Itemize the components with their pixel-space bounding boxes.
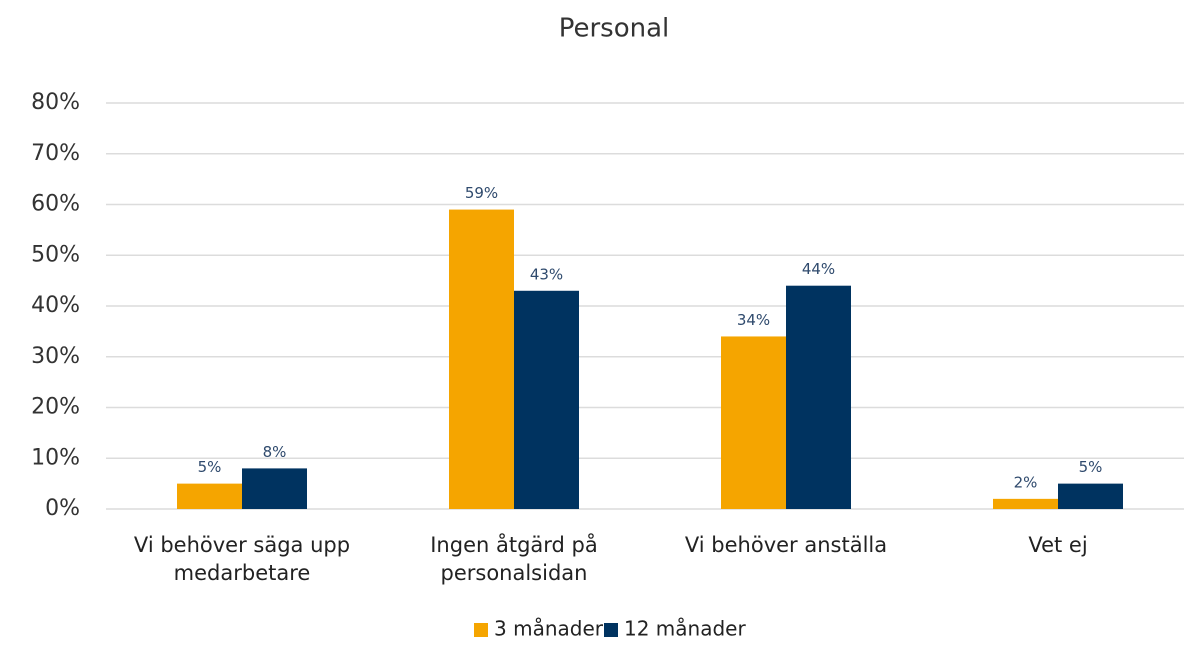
y-tick-label: 20%	[31, 395, 80, 420]
data-label: 5%	[198, 458, 222, 476]
x-tick-label: Vet ej	[1028, 533, 1088, 557]
x-tick-label: Vi behöver säga upp medarbetare	[133, 533, 351, 585]
legend-swatch	[604, 623, 618, 637]
data-label: 2%	[1014, 473, 1038, 491]
bar	[993, 498, 1058, 509]
bar	[1058, 483, 1123, 509]
y-tick-label: 80%	[31, 90, 80, 115]
x-tick-label: Ingen åtgärd på personalsidan	[430, 533, 598, 585]
data-label: 5%	[1079, 458, 1103, 476]
bar	[786, 285, 851, 509]
y-tick-label: 0%	[45, 496, 80, 521]
y-tick-label: 60%	[31, 192, 80, 217]
data-label: 8%	[263, 443, 287, 461]
bar	[449, 209, 514, 509]
legend-swatch	[474, 623, 488, 637]
legend-label: 3 månader	[494, 617, 604, 641]
data-label: 44%	[802, 260, 835, 278]
y-tick-label: 50%	[31, 242, 80, 267]
y-tick-label: 30%	[31, 344, 80, 369]
data-label: 59%	[465, 184, 498, 202]
y-tick-label: 40%	[31, 293, 80, 318]
bar	[177, 483, 242, 509]
bar	[514, 290, 579, 509]
legend-label: 12 månader	[624, 617, 746, 641]
bar	[721, 336, 786, 509]
data-label: 34%	[737, 311, 770, 329]
x-tick-label: Vi behöver anställa	[684, 533, 888, 557]
y-tick-label: 10%	[31, 445, 80, 470]
y-tick-label: 70%	[31, 141, 80, 166]
bar	[242, 468, 307, 509]
chart-title: Personal	[559, 14, 670, 44]
data-label: 43%	[530, 265, 563, 283]
